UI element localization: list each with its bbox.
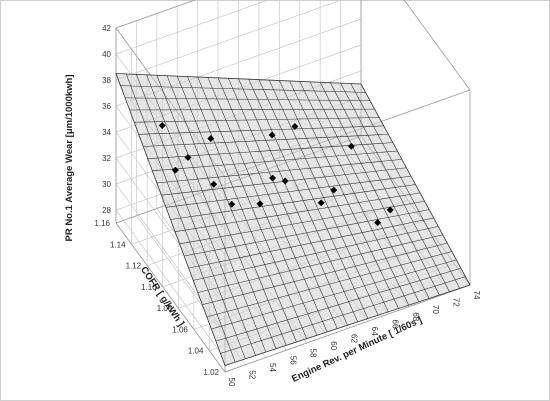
back-wall-grid-line: [115, 0, 270, 55]
x-tick-label: 56: [288, 356, 297, 365]
regression-surface: [115, 73, 471, 366]
x-tick-label: 72: [452, 298, 461, 307]
y-tick-label: 1.14: [110, 240, 126, 249]
z-tick-label: 36: [102, 102, 111, 111]
left-wall-grid-line: [115, 209, 226, 360]
data-point: [374, 219, 382, 227]
data-point: [347, 142, 355, 150]
x-tick-label: 60: [329, 341, 338, 350]
box-edge: [224, 284, 471, 373]
y-tick-label: 1.08: [157, 304, 173, 313]
data-point: [330, 186, 338, 194]
data-point: [171, 166, 179, 174]
y-tick-label: 1.06: [172, 325, 188, 334]
data-point: [228, 200, 236, 208]
data-point: [256, 200, 264, 208]
z-tick-label: 28: [102, 206, 111, 215]
box-edge: [115, 0, 197, 29]
box-edge: [403, 0, 471, 91]
y-tick-label: 1.04: [188, 347, 204, 356]
x-tick-label: 52: [247, 370, 256, 379]
y-tick-label: 1.10: [141, 283, 157, 292]
surface-mesh-line: [129, 108, 375, 111]
data-point: [268, 131, 276, 139]
tick-labels: 28 30 32 34 36 38 40 42 1.02 1.04 1.06 1.08 1.10 1.12…: [94, 24, 481, 387]
x-tick-label: 54: [268, 363, 277, 372]
y-tick-label: 1.02: [203, 368, 219, 377]
data-point: [317, 199, 325, 207]
z-tick-label: 30: [102, 180, 111, 189]
x-tick-label: 50: [227, 378, 236, 387]
x-tick-label: 70: [431, 305, 440, 314]
x-tick-label: 66: [390, 320, 399, 329]
z-tick-label: 42: [102, 24, 111, 33]
x-tick-label: 62: [350, 334, 359, 343]
x-tick-label: 58: [309, 349, 318, 358]
data-point: [269, 174, 277, 182]
box-edge: [115, 222, 226, 373]
x-tick-label: 64: [370, 327, 379, 336]
data-point: [184, 153, 192, 162]
x-tick-label: 68: [411, 312, 420, 321]
x-tick-label: 74: [472, 291, 481, 300]
data-points: [158, 121, 394, 227]
z-tick-label: 34: [102, 128, 111, 137]
surface-mesh-line: [125, 97, 371, 102]
data-point: [281, 177, 289, 185]
data-point: [207, 135, 215, 143]
data-point: [386, 206, 394, 214]
back-wall-grid-line: [115, 0, 343, 81]
surface-mesh-line: [330, 82, 440, 296]
z-tick-label: 40: [102, 50, 111, 59]
data-point: [158, 121, 166, 130]
surface-mesh-line: [134, 117, 380, 123]
surface-mesh-line: [120, 85, 366, 93]
z-axis-label: PR No.1 Average Wear [μm/1000kwh]: [64, 74, 75, 241]
y-tick-label: 1.12: [126, 262, 142, 271]
surface-mesh-line: [340, 82, 450, 292]
surface-mesh-line: [350, 83, 461, 289]
y-tick-label: 1.16: [94, 219, 110, 228]
data-point: [291, 122, 299, 131]
z-tick-label: 38: [102, 76, 111, 85]
z-tick-label: 32: [102, 154, 111, 163]
data-point: [210, 180, 218, 188]
